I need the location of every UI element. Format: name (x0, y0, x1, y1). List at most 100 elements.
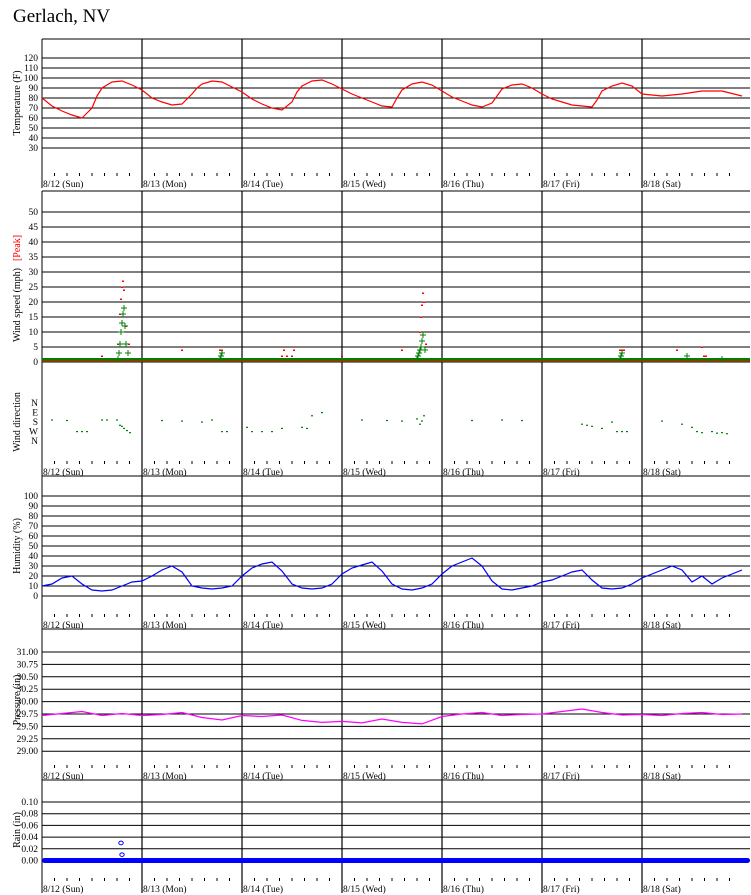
wind-sustained-point (617, 356, 623, 362)
day-label: 8/12 (Sun) (43, 884, 83, 895)
day-label: 8/16 (Thu) (443, 467, 484, 478)
wind-direction-point (211, 419, 213, 421)
wind-speed-frame: 8/12 (Sun) 8/13 (Mon) 8/14 (Tue) 8/15 (Wed)… (12, 190, 750, 478)
wind-peak-point (419, 331, 421, 333)
y-tick-label: 45 (29, 223, 39, 233)
y-tick-label: 60 (29, 532, 39, 542)
y-tick-label: 0.10 (21, 798, 38, 808)
wind-direction-point (311, 415, 313, 417)
day-label: 8/16 (Thu) (443, 620, 484, 631)
y-tick-label: 10 (29, 328, 39, 338)
wind-sustained-point (118, 329, 124, 335)
wind-sustained-point (123, 341, 129, 347)
wind-direction-point (721, 432, 723, 434)
wind-sustained-point (719, 356, 725, 362)
humidity-frame: 8/12 (Sun) 8/13 (Mon) 8/14 (Tue) 8/15 (Wed)… (12, 475, 750, 631)
wind-direction-point (101, 419, 103, 421)
day-label: 8/18 (Sat) (643, 771, 681, 782)
wind-sustained-point (125, 350, 131, 356)
wind-peak-point (123, 289, 125, 291)
wind-direction-point (119, 424, 121, 426)
wind-direction-point (621, 431, 623, 433)
y-tick-label: 0.00 (21, 857, 38, 867)
wind-peak-point (121, 286, 123, 288)
y-tick-label: 10 (29, 582, 39, 592)
wind-direction-point (711, 431, 713, 433)
day-label: 8/12 (Sun) (43, 771, 83, 782)
wind-direction-point (106, 419, 108, 421)
wind-direction-point (716, 432, 718, 434)
y-tick-label: 40 (29, 134, 39, 144)
wind-direction-title: Wind direction (12, 392, 23, 452)
wind-sustained-point (415, 353, 421, 359)
wind-sustained-point (121, 305, 127, 311)
wind-direction-point (416, 418, 418, 420)
wind-direction-point (281, 427, 283, 430)
rain-frame: 8/12 (Sun) 8/13 (Mon) 8/14 (Tue) 8/15 (Wed)… (12, 779, 750, 895)
wind-direction-point (611, 421, 613, 423)
wind-sustained-point (117, 341, 123, 347)
y-tick-label: 0.04 (21, 833, 38, 843)
y-tick-label: 20 (29, 298, 39, 308)
day-label: 8/15 (Wed) (343, 467, 386, 478)
day-label: 8/17 (Fri) (543, 620, 580, 631)
y-tick-label: 31.00 (17, 648, 39, 658)
wind-sustained-point (218, 353, 224, 359)
wind-direction-point (726, 433, 728, 435)
day-label: 8/18 (Sat) (643, 179, 681, 190)
day-label: 8/12 (Sun) (43, 179, 83, 190)
wind-sustained-point (418, 344, 424, 350)
wind-direction-point (51, 419, 53, 421)
y-tick-label: 35 (29, 253, 39, 263)
y-tick-label: 80 (29, 512, 39, 522)
day-label: 8/13 (Mon) (143, 179, 187, 190)
wind-peak-point (703, 355, 705, 357)
y-axis-title: Temperature (F) (12, 70, 23, 135)
temperature-line (41, 79, 743, 119)
day-label: 8/15 (Wed) (343, 179, 386, 190)
wind-direction-point (419, 423, 421, 425)
wind-direction-point (306, 427, 308, 430)
y-tick-label: 25 (29, 283, 39, 293)
y-tick-label: 30.75 (17, 660, 39, 670)
y-tick-label: E (32, 409, 38, 419)
y-tick-label: 90 (29, 84, 39, 94)
wind-direction-point (471, 419, 473, 422)
wind-peak-point (401, 349, 403, 351)
wind-peak-point (120, 298, 122, 300)
wind-baseline-band (42, 358, 750, 362)
y-tick-label: 0 (33, 358, 38, 368)
wind-direction-point (691, 426, 693, 428)
wind-sustained-point (119, 320, 125, 326)
day-label: 8/15 (Wed) (343, 771, 386, 782)
wind-direction-point (421, 420, 423, 422)
y-tick-label: 0.06 (21, 821, 38, 831)
wind-sustained-point (219, 350, 225, 356)
day-label: 8/12 (Sun) (43, 467, 83, 478)
wind-peak-point (293, 349, 295, 351)
day-label: 8/17 (Fri) (543, 467, 580, 478)
y-axis-title: Wind speed (mph) (12, 268, 23, 342)
y-tick-label: W (29, 428, 38, 438)
day-label: 8/15 (Wed) (343, 884, 386, 895)
y-tick-label: 30 (29, 268, 39, 278)
day-label: 8/12 (Sun) (43, 620, 83, 631)
y-axis-title: Pressure (in) (12, 675, 23, 726)
wind-sustained-point (122, 323, 128, 329)
y-tick-label: 70 (29, 522, 39, 532)
wind-direction-point (401, 420, 403, 422)
wind-direction-point (261, 431, 263, 433)
wind-direction-point (81, 431, 83, 433)
day-label: 8/13 (Mon) (143, 620, 187, 631)
pressure-frame: 8/12 (Sun) 8/13 (Mon) 8/14 (Tue) 8/15 (Wed)… (12, 628, 750, 782)
wind-direction-point (321, 412, 323, 414)
wind-direction-point (161, 419, 163, 422)
rain-point (119, 852, 125, 857)
y-tick-label: 50 (29, 208, 39, 218)
y-tick-label: 0.08 (21, 810, 38, 820)
temperature-frame: 8/12 (Sun) 8/13 (Mon) 8/14 (Tue) 8/15 (Wed)… (12, 38, 750, 190)
day-label: 8/14 (Tue) (243, 467, 283, 478)
y-tick-label: 70 (29, 104, 39, 114)
y-tick-label: 90 (29, 502, 39, 512)
